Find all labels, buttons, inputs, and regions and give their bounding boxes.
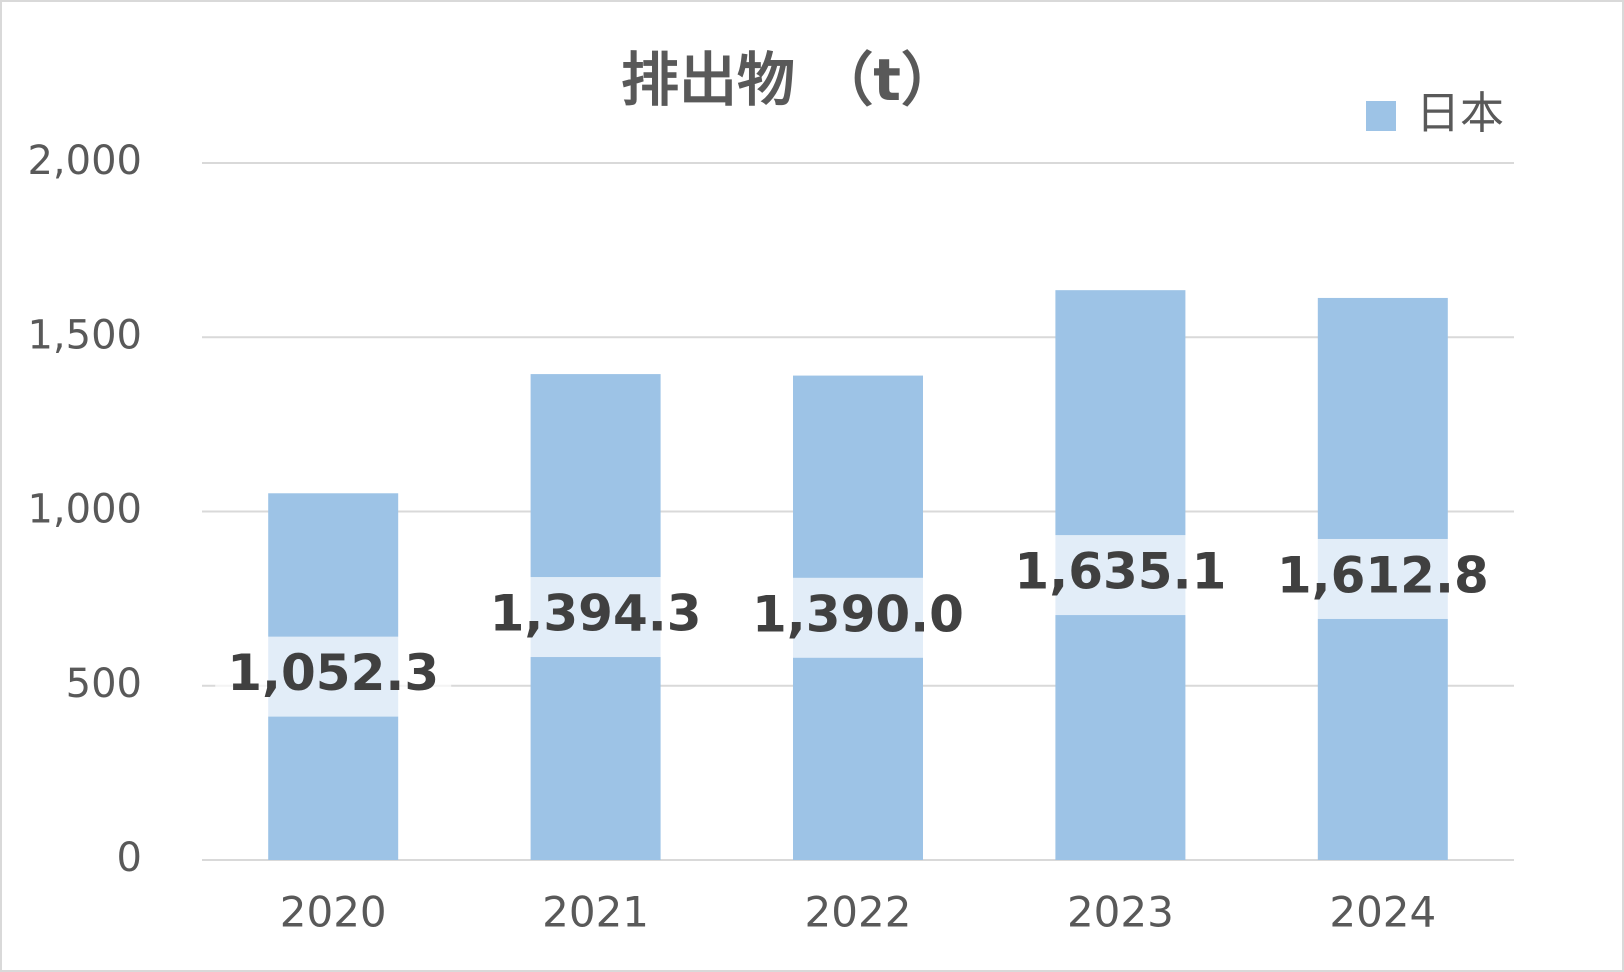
x-tick-label: 2024: [1329, 888, 1436, 937]
value-label: 1,394.3: [490, 585, 702, 643]
y-tick-label: 500: [66, 661, 142, 707]
x-tick-label: 2021: [542, 888, 649, 937]
value-label: 1,390.0: [752, 585, 964, 643]
value-label-bg: [1264, 538, 1501, 619]
value-label-bg: [215, 636, 452, 717]
value-label: 1,635.1: [1014, 543, 1226, 601]
legend-swatch: [1366, 101, 1396, 131]
chart-title: 排出物 （t）: [621, 46, 959, 114]
value-label: 1,052.3: [227, 644, 439, 702]
value-label-bg: [740, 577, 976, 658]
x-tick-label: 2023: [1067, 888, 1174, 937]
y-tick-label: 1,000: [27, 487, 142, 533]
value-label: 1,612.8: [1277, 546, 1489, 604]
y-tick-label: 1,500: [27, 312, 142, 358]
value-label-bg: [1002, 535, 1239, 616]
x-tick-label: 2022: [805, 888, 912, 937]
legend-label: 日本: [1416, 88, 1504, 139]
x-tick-label: 2020: [280, 888, 387, 937]
y-tick-label: 2,000: [27, 138, 142, 184]
value-label-bg: [477, 577, 714, 658]
y-tick-label: 0: [117, 835, 142, 881]
